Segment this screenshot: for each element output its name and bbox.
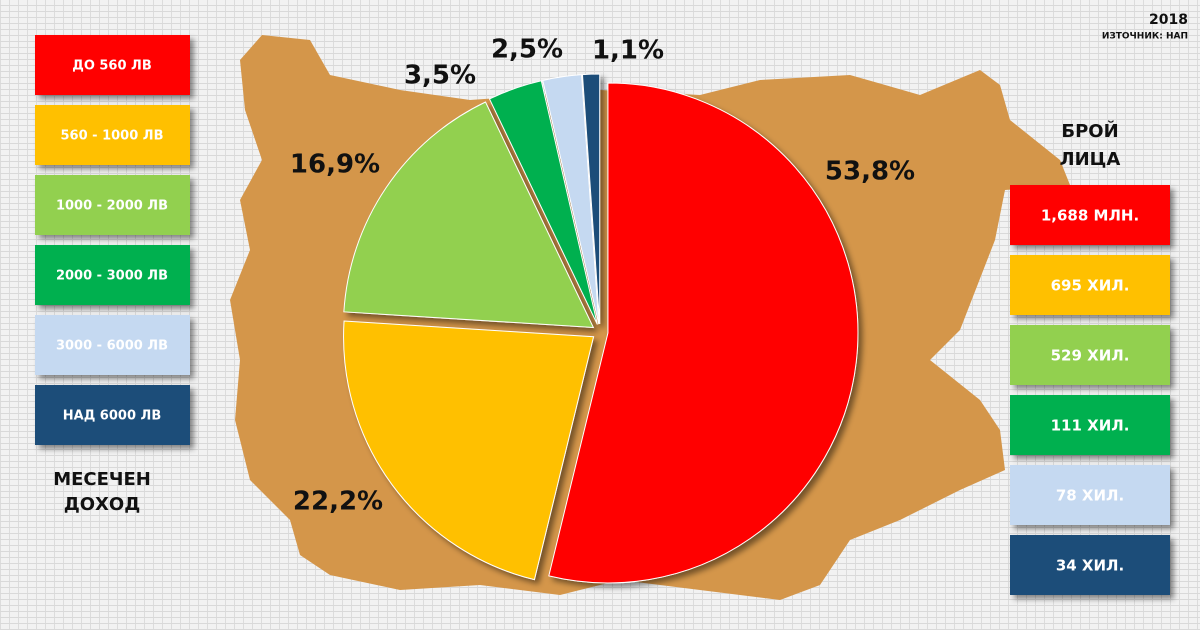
count-label: 1,688 МЛН.	[1041, 207, 1139, 225]
pie-slice	[343, 101, 595, 329]
count-box	[1010, 255, 1170, 315]
count-label: 111 ХИЛ.	[1051, 417, 1130, 435]
counts-title: ЛИЦА	[1060, 149, 1121, 170]
pie-slice	[548, 82, 859, 584]
pie-slice	[542, 74, 600, 325]
legend-box	[35, 385, 190, 445]
legend-box	[35, 315, 190, 375]
legend-box	[35, 105, 190, 165]
legend-label: НАД 6000 ЛВ	[63, 409, 161, 424]
legend-label: 2000 - 3000 ЛВ	[56, 269, 168, 284]
count-box	[1010, 395, 1170, 455]
count-label: 695 ХИЛ.	[1051, 277, 1130, 295]
value-label: 16,9%	[290, 150, 380, 180]
count-box	[1010, 535, 1170, 595]
count-box	[1010, 325, 1170, 385]
pie-slice	[488, 80, 598, 325]
count-label: 34 ХИЛ.	[1056, 557, 1124, 575]
counts-title: БРОЙ	[1061, 120, 1118, 142]
value-label: 2,5%	[491, 35, 563, 65]
value-label: 1,1%	[592, 36, 664, 66]
legend-box	[35, 245, 190, 305]
count-box	[1010, 465, 1170, 525]
legend-label: 560 - 1000 ЛВ	[61, 129, 164, 144]
count-label: 529 ХИЛ.	[1051, 347, 1130, 365]
legend-label: 1000 - 2000 ЛВ	[56, 199, 168, 214]
count-box	[1010, 185, 1170, 245]
legend-label: ДО 560 ЛВ	[72, 59, 152, 74]
year: 2018	[1149, 12, 1188, 28]
legend-label: 3000 - 6000 ЛВ	[56, 339, 168, 354]
value-label: 3,5%	[404, 61, 476, 91]
value-label: 22,2%	[293, 487, 383, 517]
pie	[343, 73, 859, 584]
pie-slice	[343, 320, 595, 581]
count-label: 78 ХИЛ.	[1056, 487, 1124, 505]
source: ИЗТОЧНИК: НАП	[1102, 32, 1188, 42]
value-label: 53,8%	[825, 157, 915, 187]
legend-title: МЕСЕЧЕН	[53, 469, 151, 490]
legend-title: ДОХОД	[64, 494, 141, 515]
legend-box	[35, 35, 190, 95]
pie-slice	[581, 73, 601, 325]
legend-box	[35, 175, 190, 235]
